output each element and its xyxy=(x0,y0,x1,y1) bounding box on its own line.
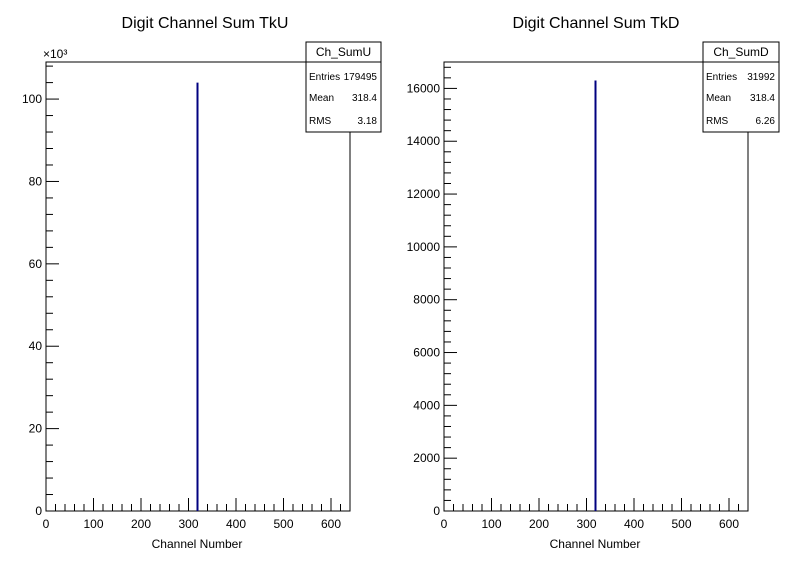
stats-entries-value: 31992 xyxy=(747,72,775,83)
stats-rms-label: RMS xyxy=(309,116,332,127)
stats-mean-label: Mean xyxy=(309,93,334,104)
x-tick-label: 400 xyxy=(624,517,644,531)
y-tick-label: 0 xyxy=(35,504,42,518)
stats-rms-label: RMS xyxy=(706,116,729,127)
x-axis-label: Channel Number xyxy=(152,537,243,551)
y-tick-label: 4000 xyxy=(413,398,440,412)
x-tick-label: 300 xyxy=(178,517,198,531)
stats-rms-value: 3.18 xyxy=(358,116,378,127)
x-tick-label: 600 xyxy=(719,517,739,531)
y-tick-label: 10000 xyxy=(407,240,441,254)
stats-box-title: Ch_SumU xyxy=(316,45,371,59)
chart-title: Digit Channel Sum TkD xyxy=(513,15,680,32)
chart-title: Digit Channel Sum TkU xyxy=(122,15,289,32)
y-tick-label: 14000 xyxy=(407,134,441,148)
x-axis-label: Channel Number xyxy=(550,537,641,551)
x-tick-label: 200 xyxy=(529,517,549,531)
x-tick-label: 300 xyxy=(576,517,596,531)
stats-entries-label: Entries xyxy=(706,72,737,83)
stats-box-frame xyxy=(702,41,780,133)
panel-tkd: Digit Channel Sum TkD Channel Number Ch_… xyxy=(407,15,780,551)
x-tick-label: 500 xyxy=(671,517,691,531)
x-tick-label: 400 xyxy=(226,517,246,531)
y-multiplier-label: ×10³ xyxy=(43,47,67,61)
x-tick-label: 100 xyxy=(83,517,103,531)
y-tick-label: 12000 xyxy=(407,187,441,201)
x-tick-label: 0 xyxy=(441,517,448,531)
y-tick-label: 80 xyxy=(29,174,43,188)
y-tick-label: 8000 xyxy=(413,293,440,307)
y-tick-label: 16000 xyxy=(407,81,441,95)
x-tick-label: 200 xyxy=(131,517,151,531)
x-tick-label: 0 xyxy=(43,517,50,531)
x-tick-label: 500 xyxy=(273,517,293,531)
y-tick-label: 40 xyxy=(29,339,43,353)
stats-box: Ch_SumU Entries 179495 Mean 318.4 RMS 3.… xyxy=(305,41,382,133)
y-tick-label: 60 xyxy=(29,257,43,271)
y-tick-label: 6000 xyxy=(413,346,440,360)
stats-box-title: Ch_SumD xyxy=(713,45,769,59)
y-tick-label: 20 xyxy=(29,422,43,436)
y-tick-label: 2000 xyxy=(413,451,440,465)
x-tick-label: 100 xyxy=(481,517,501,531)
stats-box-frame xyxy=(305,41,382,133)
stats-mean-label: Mean xyxy=(706,93,731,104)
panel-tku: Digit Channel Sum TkU Channel Number ×10… xyxy=(22,15,382,551)
x-tick-label: 600 xyxy=(321,517,341,531)
stats-box: Ch_SumD Entries 31992 Mean 318.4 RMS 6.2… xyxy=(702,41,780,133)
y-tick-label: 100 xyxy=(22,92,42,106)
y-tick-label: 0 xyxy=(433,504,440,518)
stats-mean-value: 318.4 xyxy=(750,93,775,104)
stats-entries-value: 179495 xyxy=(344,72,378,83)
stats-mean-value: 318.4 xyxy=(352,93,377,104)
stats-rms-value: 6.26 xyxy=(756,116,776,127)
stats-entries-label: Entries xyxy=(309,72,340,83)
